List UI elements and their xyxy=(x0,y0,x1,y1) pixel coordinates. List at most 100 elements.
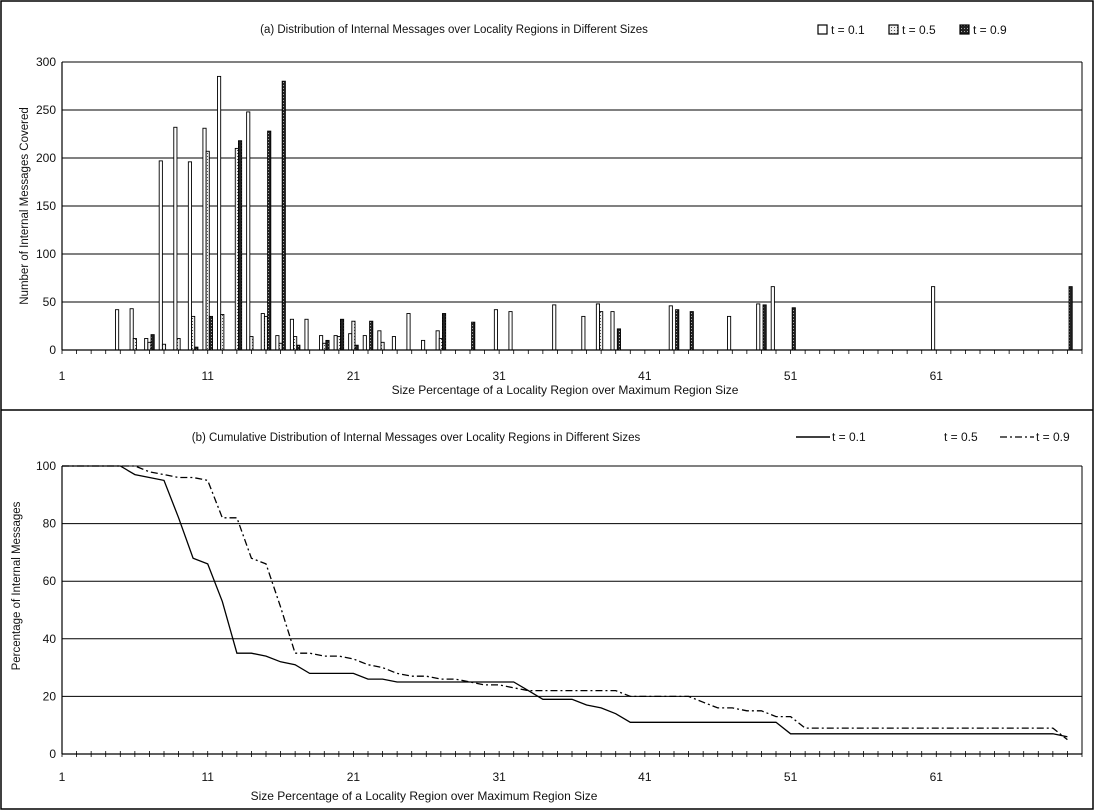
panel-b-x-tick-label: 1 xyxy=(59,770,66,784)
bar-t-0-9 xyxy=(354,344,359,351)
panel-a-x-tick-label: 31 xyxy=(492,369,506,383)
bar-t-0-9 xyxy=(689,311,694,351)
panel-a-y-tick-label: 200 xyxy=(36,151,56,165)
bar-t-0-1 xyxy=(406,313,411,351)
bar-t-0-1 xyxy=(289,318,294,351)
bar-t-0-1 xyxy=(115,309,120,351)
bar-t-0-5 xyxy=(336,336,341,351)
panel-a-axes: 1 11 21 31 41 51 61 xyxy=(59,62,1083,383)
bar-t-0-5 xyxy=(599,311,604,351)
bar-t-0-1 xyxy=(610,311,615,351)
panel-a-y-tick-label: 250 xyxy=(36,103,56,117)
bar-t-0-1 xyxy=(158,160,163,351)
panel-a-x-tick-label: 1 xyxy=(59,369,66,383)
panel-a-x-tick-label: 41 xyxy=(638,369,652,383)
bar-t-0-5 xyxy=(249,336,254,351)
legend-swatch-t-0-9 xyxy=(959,24,970,35)
legend-label: t = 0.5 xyxy=(902,23,936,37)
panel-b-x-axis-label: Size Percentage of a Locality Region ove… xyxy=(251,789,598,803)
panel-b: (b) Cumulative Distribution of Internal … xyxy=(11,430,1083,803)
panel-a-x-tick-label: 51 xyxy=(784,369,798,383)
bar-t-0-1 xyxy=(144,338,149,351)
panel-a-y-tick-label: 150 xyxy=(36,199,56,213)
bar-t-0-5 xyxy=(322,342,327,351)
bar-t-0-5 xyxy=(438,338,443,351)
legend-label: t = 0.9 xyxy=(1036,430,1070,444)
panel-a-y-axis-label: Number of Internal Messages Covered xyxy=(19,107,31,305)
bar-t-0-9 xyxy=(325,339,330,351)
panel-a-y-tick-label: 100 xyxy=(36,247,56,261)
bar-t-0-9 xyxy=(296,344,301,351)
bar-t-0-5 xyxy=(191,315,196,351)
panel-b-y-axis-label: Percentage of Internal Messages xyxy=(11,501,23,670)
bar-t-0-1 xyxy=(727,315,732,351)
bar-t-0-9 xyxy=(150,334,155,351)
bar-t-0-5 xyxy=(278,342,283,351)
panel-a-x-axis-label: Size Percentage of a Locality Region ove… xyxy=(392,383,739,397)
bar-t-0-5 xyxy=(380,341,385,351)
bar-t-0-9 xyxy=(791,307,796,351)
bar-t-0-1 xyxy=(668,305,673,351)
panel-b-axes: 1 11 21 31 41 51 61 xyxy=(59,466,1083,784)
bar-t-0-9 xyxy=(675,309,680,351)
bar-t-0-9 xyxy=(208,315,213,351)
legend-label: t = 0.1 xyxy=(832,430,866,444)
bar-t-0-1 xyxy=(348,333,353,351)
bar-t-0-1 xyxy=(260,313,265,351)
bar-t-0-1 xyxy=(931,286,936,351)
panel-b-x-tick-label: 41 xyxy=(638,770,652,784)
bar-t-0-5 xyxy=(351,320,356,351)
panel-b-y-tick-label: 80 xyxy=(43,517,57,531)
bar-t-0-5 xyxy=(234,147,239,351)
panel-a-y-tick-label: 50 xyxy=(43,295,57,309)
bar-t-0-1 xyxy=(246,111,251,351)
bar-t-0-9 xyxy=(369,320,374,351)
bar-t-0-1 xyxy=(362,335,367,351)
bar-t-0-5 xyxy=(176,338,181,351)
bar-t-0-1 xyxy=(187,161,192,351)
panel-a: (a) Distribution of Internal Messages ov… xyxy=(19,23,1083,397)
bar-t-0-5 xyxy=(263,315,269,351)
bar-t-0-5 xyxy=(205,150,210,351)
bar-t-0-9 xyxy=(281,80,286,351)
panel-b-title: (b) Cumulative Distribution of Internal … xyxy=(192,432,641,444)
bar-t-0-1 xyxy=(435,330,440,351)
panel-b-x-tick-label: 11 xyxy=(201,770,214,784)
bar-t-0-1 xyxy=(581,315,586,351)
bar-t-0-1 xyxy=(377,330,382,351)
bar-t-0-5 xyxy=(220,314,225,351)
panel-b-y-tick-label: 60 xyxy=(43,574,57,588)
panel-b-legend: t = 0.1 t = 0.5 t = 0.9 xyxy=(796,430,1070,444)
panel-b-y-tick-label: 40 xyxy=(43,632,57,646)
bar-t-0-1 xyxy=(756,303,761,351)
bar-t-0-9 xyxy=(267,130,272,351)
bar-t-0-9 xyxy=(1068,286,1073,351)
bar-t-0-1 xyxy=(552,304,557,351)
bar-t-0-1 xyxy=(304,318,309,351)
panel-b-x-tick-label: 51 xyxy=(784,770,798,784)
panel-a-y-tick-label: 0 xyxy=(49,343,56,357)
bar-t-0-1 xyxy=(275,335,280,351)
panel-b-grid: 0 20 40 60 80 100 xyxy=(36,459,1083,761)
bar-t-0-1 xyxy=(421,339,426,351)
bar-t-0-9 xyxy=(442,313,447,351)
panel-a-x-tick-label: 11 xyxy=(201,369,214,383)
bar-t-0-1 xyxy=(493,309,498,351)
bar-t-0-1 xyxy=(508,311,513,351)
panel-b-x-tick-label: 61 xyxy=(930,770,944,784)
panel-b-y-tick-label: 100 xyxy=(36,459,56,473)
panel-a-x-tick-label: 21 xyxy=(347,369,361,383)
bar-t-0-1 xyxy=(129,308,134,351)
panel-b-x-tick-label: 21 xyxy=(347,770,361,784)
panel-b-y-tick-label: 0 xyxy=(49,747,56,761)
bar-t-0-1 xyxy=(173,126,178,351)
line-t-0-1 xyxy=(62,465,1068,738)
bar-t-0-1 xyxy=(391,336,396,351)
panel-a-y-tick-label: 300 xyxy=(36,55,56,69)
legend-swatch-t-0-1 xyxy=(817,24,828,35)
legend-label: t = 0.9 xyxy=(973,23,1007,37)
legend-label: t = 0.5 xyxy=(944,430,978,444)
panel-b-y-tick-label: 20 xyxy=(43,689,57,703)
